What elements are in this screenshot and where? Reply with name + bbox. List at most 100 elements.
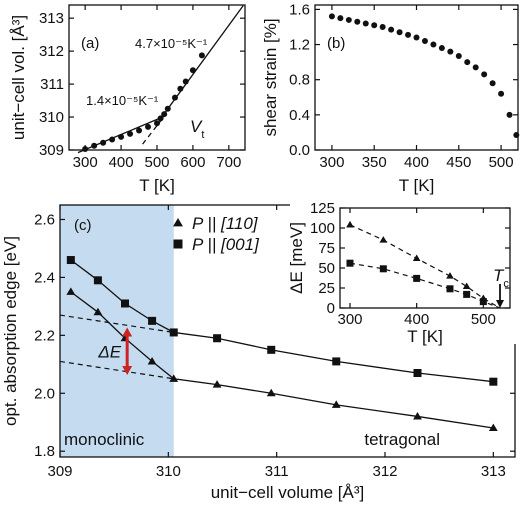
x-axis-label: unit−cell volume [Å³]: [211, 483, 365, 502]
data-point: [161, 111, 168, 118]
y-tick-label: 0: [327, 300, 335, 317]
data-point: [93, 307, 103, 316]
data-point: [498, 90, 505, 97]
x-tick-label: 500: [471, 311, 496, 328]
panel-label: (b): [327, 35, 345, 52]
y-axis-label: shear strain [%]: [261, 18, 280, 136]
data-point: [379, 265, 387, 273]
data-point: [213, 334, 222, 343]
data-point: [464, 59, 471, 66]
data-point: [346, 220, 354, 228]
data-point: [413, 369, 422, 377]
y-tick-label: 2.2: [34, 327, 55, 344]
y-tick-label: 25: [318, 280, 335, 297]
y-tick-label: 311: [40, 76, 64, 93]
data-point: [506, 111, 513, 118]
data-point: [438, 45, 445, 52]
delta-e-label: ΔE: [97, 342, 121, 361]
panel-label: (c): [74, 217, 92, 234]
data-point: [127, 130, 134, 137]
data-point: [413, 411, 422, 420]
data-point: [345, 16, 352, 23]
x-tick-label: 500: [144, 154, 169, 171]
data-point: [455, 52, 462, 59]
data-point: [489, 80, 496, 87]
data-point: [421, 38, 428, 45]
y-tick-label: 1.8: [34, 443, 55, 460]
data-point: [362, 20, 369, 27]
tetragonal-label: tetragonal: [364, 430, 440, 449]
x-tick-label: 400: [109, 154, 134, 171]
data-point: [169, 328, 178, 337]
x-tick-label: 312: [372, 463, 397, 480]
data-point: [337, 15, 344, 22]
legend-entry: P || [001]: [192, 235, 260, 254]
vt-subscript: t: [201, 129, 204, 141]
y-tick-label: 309: [39, 142, 64, 159]
data-point: [121, 299, 129, 308]
x-tick-label: 700: [216, 154, 241, 171]
plot-frame: [68, 4, 246, 151]
y-tick-label: 312: [39, 43, 64, 60]
x-tick-label: 600: [180, 154, 205, 171]
data-point: [157, 115, 164, 122]
delta-arrow-head-bottom: [122, 366, 133, 375]
x-axis-label: T [K]: [139, 176, 175, 195]
data-point: [332, 357, 341, 366]
panel-label: (a): [81, 35, 99, 52]
data-point: [118, 133, 125, 140]
slope-label-low: 1.4×10⁻⁵K⁻¹: [86, 93, 159, 108]
data-point: [446, 272, 454, 279]
data-point: [266, 388, 276, 397]
data-point: [198, 52, 205, 59]
data-point: [388, 26, 395, 33]
data-point: [212, 380, 222, 388]
data-point: [109, 136, 116, 143]
data-point: [463, 290, 471, 298]
y-tick-label: 313: [39, 10, 64, 27]
data-point: [346, 259, 354, 267]
data-point: [164, 105, 171, 112]
data-point: [379, 236, 388, 243]
x-tick-label: 310: [156, 463, 181, 480]
data-point: [371, 22, 378, 29]
data-point: [171, 94, 178, 101]
y-tick-label: 1.6: [289, 1, 310, 18]
plot-frame: [314, 4, 519, 151]
y-axis-label: opt. absorption edge [eV]: [1, 236, 20, 426]
data-point: [66, 256, 75, 265]
panel-c-chart: ΔE P || [110] P || [001] 309 310 311 312 313 1.8…: [1, 204, 516, 502]
legend-marker: [173, 239, 183, 249]
data-point: [177, 85, 184, 92]
y-tick-label: 2.0: [34, 385, 55, 402]
data-point: [488, 423, 498, 432]
data-point: [413, 274, 421, 282]
data-point: [379, 23, 386, 30]
y-tick-label: 100: [310, 220, 335, 237]
inset-frame: [339, 207, 511, 309]
data-point: [412, 254, 421, 262]
y-tick-label: 1.2: [289, 37, 310, 54]
data-point: [182, 78, 189, 85]
x-tick-label: 300: [73, 154, 98, 171]
data-point: [154, 120, 160, 127]
series-line: [70, 291, 494, 429]
fit-line: [160, 5, 244, 120]
y-tick-label: 310: [39, 109, 64, 126]
y-axis-label: unit−cell vol. [Å³]: [9, 15, 28, 140]
y-axis-label: ΔE [meV]: [287, 222, 306, 294]
series-line: [70, 259, 494, 383]
data-point: [331, 400, 341, 408]
data-point: [148, 316, 157, 325]
tc-subscript: c: [503, 278, 509, 290]
data-point: [189, 67, 196, 74]
x-tick-label: 309: [47, 463, 72, 480]
y-tick-label: 75: [318, 240, 335, 257]
y-tick-label: 0.4: [289, 107, 310, 124]
data-point: [354, 18, 361, 25]
data-point: [267, 345, 276, 354]
data-point: [462, 282, 471, 290]
panel-b-chart: 300 350 400 450 500 0.0 0.4 0.8 1.2 1.6 (b) T [K] sh…: [261, 1, 520, 195]
data-point: [91, 142, 98, 149]
